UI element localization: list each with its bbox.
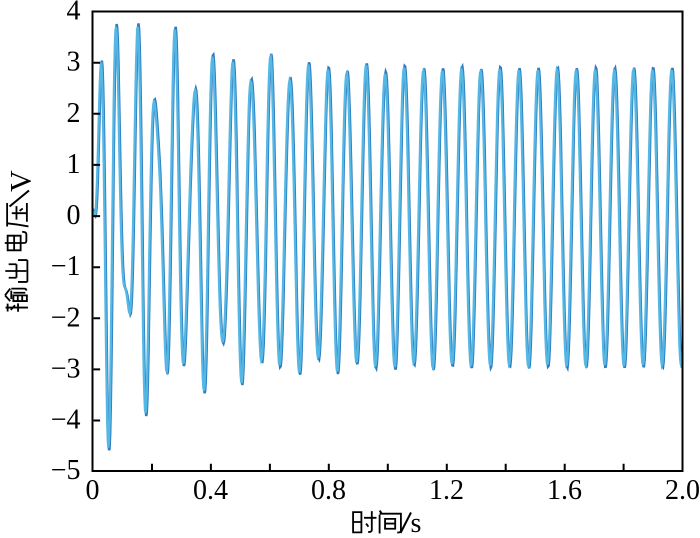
svg-text:1: 1	[67, 149, 81, 180]
svg-text:3: 3	[67, 47, 81, 78]
svg-text:1.2: 1.2	[429, 475, 464, 506]
svg-text:4: 4	[67, 0, 81, 27]
svg-text:0: 0	[86, 475, 100, 506]
svg-text:−1: −1	[51, 251, 81, 282]
svg-text:0.8: 0.8	[311, 475, 346, 506]
svg-text:0.4: 0.4	[193, 475, 228, 506]
svg-text:−3: −3	[51, 353, 81, 384]
svg-text:0: 0	[67, 200, 81, 231]
svg-text:−5: −5	[51, 455, 81, 486]
svg-text:V: V	[5, 170, 38, 192]
svg-text:s: s	[411, 508, 422, 538]
svg-text:−2: −2	[51, 302, 81, 333]
svg-text:1.6: 1.6	[547, 475, 582, 506]
svg-text:−4: −4	[51, 405, 81, 436]
svg-text:2.0: 2.0	[665, 475, 700, 506]
svg-text:2: 2	[67, 98, 81, 129]
